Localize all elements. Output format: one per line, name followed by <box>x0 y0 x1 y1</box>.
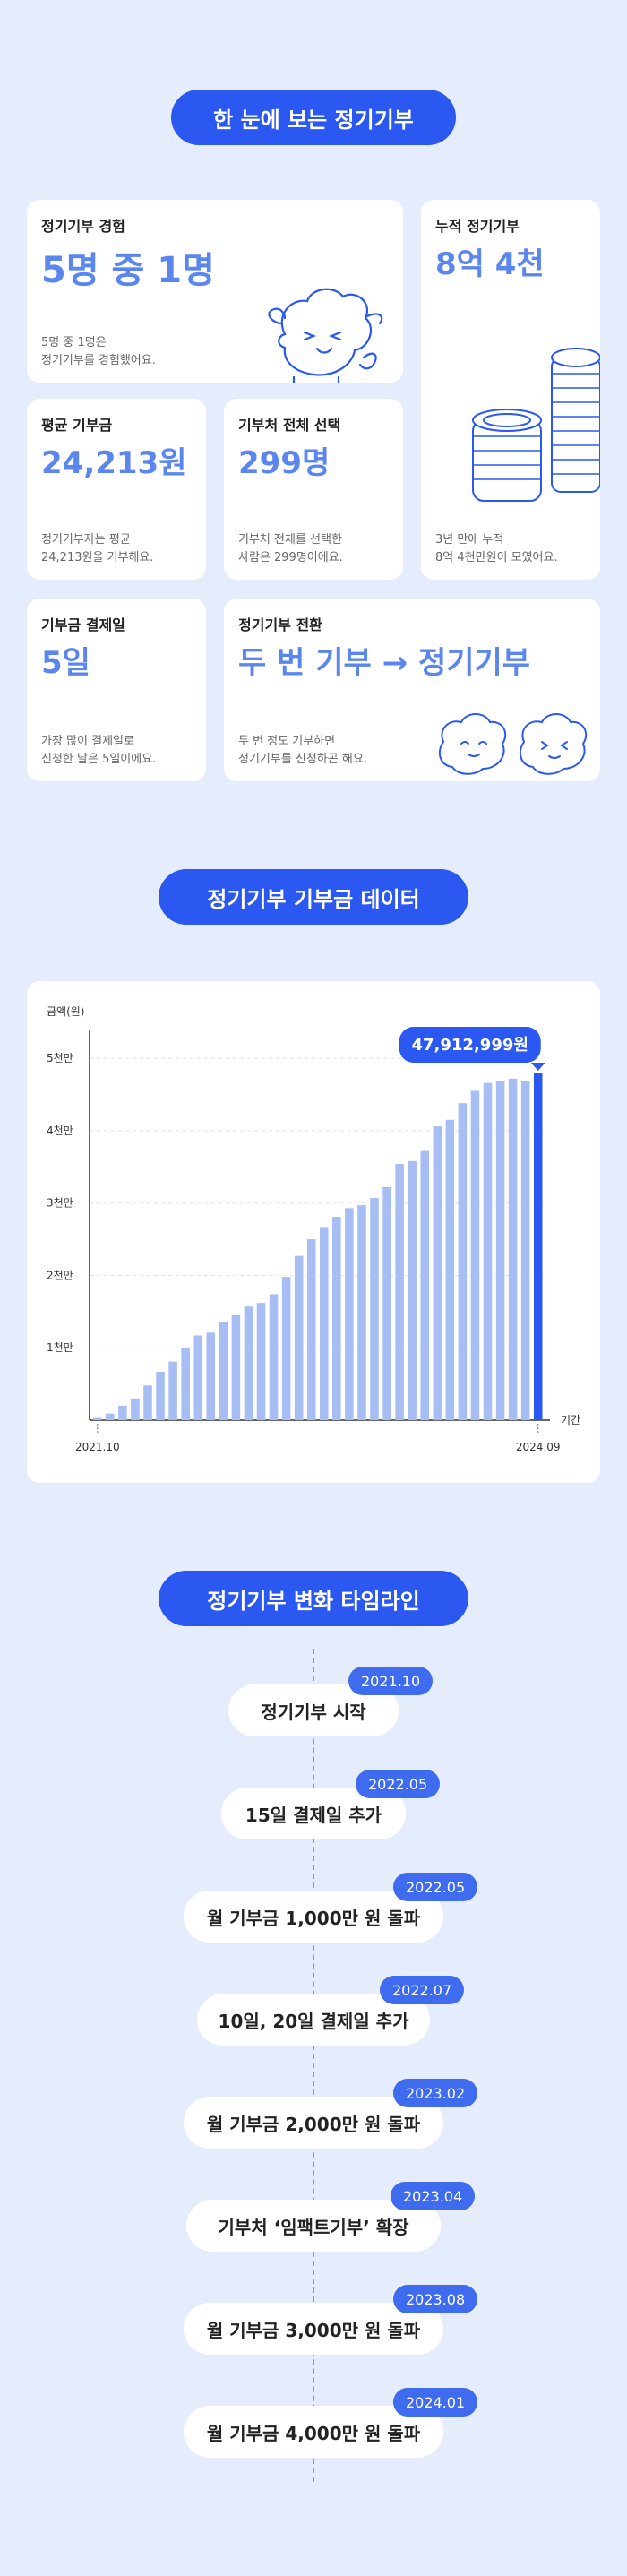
card-value: 5명 중 1명 <box>41 250 215 291</box>
chart-bar <box>269 1294 279 1420</box>
card-label: 정기기부 전환 <box>238 616 322 633</box>
chart-bar <box>520 1081 530 1420</box>
card-value: 8억 4천 <box>435 246 545 282</box>
payday-card: 기부금 결제일 5일 가장 많이 결제일로 신청한 날은 5일이에요. <box>27 599 206 781</box>
tooltip-pointer <box>530 1063 545 1072</box>
chart-bar <box>357 1205 366 1420</box>
chart-bar <box>332 1217 341 1420</box>
timeline-item-text: 월 기부금 4,000만 원 돌파 <box>206 2422 421 2444</box>
average-card: 평균 기부금 24,213원 정기기부자는 평균 24,213원을 기부해요. <box>27 399 206 580</box>
timeline-item-text: 월 기부금 1,000만 원 돌파 <box>206 1907 421 1929</box>
timeline-date-badge: 2023.02 <box>393 2079 478 2107</box>
timeline-date-badge: 2022.05 <box>356 1770 441 1798</box>
card-label: 기부처 전체 선택 <box>238 417 341 434</box>
select-all-card: 기부처 전체 선택 299명 기부처 전체를 선택한 사람은 299명이에요. <box>224 399 403 580</box>
x-start-label: 2021.10 <box>75 1441 120 1453</box>
chart-bar <box>156 1371 165 1420</box>
highlight-tooltip <box>399 1027 541 1064</box>
overview-section-title: 한 눈에 보는 정기기부 <box>171 90 456 145</box>
chart-bar <box>193 1335 203 1420</box>
card-label: 정기기부 경험 <box>41 218 125 235</box>
timeline-date-badge: 2023.04 <box>391 2182 476 2210</box>
chart-bar <box>382 1186 391 1420</box>
y-tick-label: 5천만 <box>47 1051 73 1064</box>
timeline-date-badge: 2024.01 <box>393 2388 478 2417</box>
card-value: 299명 <box>238 445 331 481</box>
y-axis-label: 금액(원) <box>47 1005 84 1018</box>
y-tick-label: 2천만 <box>47 1268 73 1281</box>
chart-bar <box>219 1322 228 1420</box>
timeline-item-text: 월 기부금 3,000만 원 돌파 <box>206 2319 421 2341</box>
chart-bar <box>118 1405 127 1420</box>
chart-bar <box>281 1277 291 1420</box>
chart-bar <box>370 1198 379 1420</box>
timeline-date-badge: 2021.10 <box>348 1667 434 1695</box>
chart-bar <box>345 1208 354 1420</box>
chart-bar <box>131 1398 140 1420</box>
y-tick-label: 1천만 <box>47 1340 73 1354</box>
chart-bar <box>256 1303 266 1420</box>
chart-bar <box>231 1314 241 1420</box>
two-sheep-mascots-icon <box>438 713 588 775</box>
card-description: 가장 많이 결제일로 신청한 날은 5일이에요. <box>41 735 157 766</box>
chart-bar <box>106 1413 115 1420</box>
card-description: 5명 중 1명은 정기기부를 경험했어요. <box>41 336 156 367</box>
chart-bar <box>495 1081 505 1420</box>
chart-bar <box>508 1078 518 1420</box>
timeline-item-text: 10일, 20일 결제일 추가 <box>218 2010 409 2032</box>
card-label: 기부금 결제일 <box>41 616 125 633</box>
coin-stack-icon <box>472 348 600 502</box>
chart-bar <box>395 1164 404 1420</box>
chart-bar <box>168 1361 177 1420</box>
timeline-item: 월 기부금 4,000만 원 돌파 <box>184 2406 443 2458</box>
chart-bar <box>143 1385 152 1420</box>
highlight-value-label: 47,912,999원 <box>412 1036 528 1055</box>
chart-section-title: 정기기부 기부금 데이터 <box>159 869 468 925</box>
chart-bar <box>445 1119 455 1420</box>
timeline-section-title: 정기기부 변화 타임라인 <box>159 1571 468 1626</box>
card-description: 두 번 정도 기부하면 정기기부를 신청하곤 해요. <box>238 735 367 766</box>
cumulative-card: 누적 정기기부 8억 4천 3년 만에 누적 8억 4천만원이 모였어요. <box>421 200 600 580</box>
timeline-item-text: 월 기부금 2,000만 원 돌파 <box>206 2113 421 2135</box>
timeline-item-text: 기부처 ‘임팩트기부’ 확장 <box>218 2216 409 2238</box>
chart-bar <box>533 1073 543 1420</box>
chart-bar <box>93 1417 102 1420</box>
chart-bar <box>433 1126 442 1420</box>
timeline-item-text: 정기기부 시작 <box>261 1701 366 1723</box>
timeline-item-text: 15일 결제일 추가 <box>245 1804 382 1826</box>
chart-bar <box>294 1255 304 1420</box>
sheep-mascot-icon <box>268 288 383 383</box>
timeline-date-badge: 2022.07 <box>380 1976 465 2004</box>
chart-bar <box>458 1103 468 1420</box>
card-label: 평균 기부금 <box>41 417 113 434</box>
chart-bar <box>420 1150 430 1420</box>
card-label: 누적 정기기부 <box>435 218 520 235</box>
chart-bar <box>244 1306 253 1420</box>
timeline-date-badge: 2023.08 <box>393 2285 478 2313</box>
x-end-label: 2024.09 <box>516 1441 561 1453</box>
timeline-dashed-line <box>313 1649 314 2482</box>
chart-bar <box>306 1239 316 1420</box>
card-value: 두 번 기부 → 정기기부 <box>238 645 531 681</box>
chart-bar <box>483 1082 493 1420</box>
card-value: 24,213원 <box>41 445 187 481</box>
y-tick-label: 4천만 <box>47 1124 73 1137</box>
timeline-item: 정기기부 시작 <box>228 1684 399 1736</box>
card-description: 기부처 전체를 선택한 사람은 299명이에요. <box>238 533 343 564</box>
chart-bar <box>206 1332 216 1420</box>
x-axis-label: 기간 <box>561 1414 580 1426</box>
chart-bar <box>320 1227 329 1420</box>
card-description: 3년 만에 누적 8억 4천만원이 모였어요. <box>435 533 558 564</box>
card-description: 정기기부자는 평균 24,213원을 기부해요. <box>41 533 154 564</box>
chart-bar <box>181 1348 190 1420</box>
experience-card: 정기기부 경험 5명 중 1명 5명 중 1명은 정기기부를 경험했어요. <box>27 200 403 383</box>
conversion-card: 정기기부 전환 두 번 기부 → 정기기부 두 번 정도 기부하면 정기기부를 … <box>224 599 600 781</box>
chart-bar <box>470 1090 480 1420</box>
y-tick-label: 3천만 <box>47 1196 73 1210</box>
card-value: 5일 <box>41 645 90 681</box>
chart-bar <box>408 1160 417 1420</box>
timeline-date-badge: 2022.05 <box>393 1873 478 1901</box>
